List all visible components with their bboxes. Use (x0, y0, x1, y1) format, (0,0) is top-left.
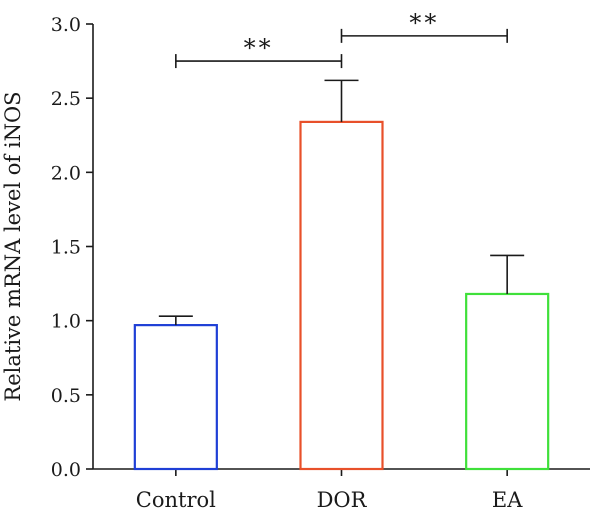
axes: 0.0 0.5 1.0 1.5 2.0 2.5 3.0 Control DOR EA (51, 14, 590, 512)
y-tick-label: 0.5 (51, 385, 81, 407)
x-tick-label: Control (136, 488, 216, 512)
y-axis-title: Relative mRNA level of iNOS (1, 91, 25, 401)
y-tick-label: 1.0 (51, 311, 81, 333)
significance-label: ** (244, 34, 274, 62)
significance-label: ** (409, 9, 439, 37)
y-tick-label: 0.0 (51, 459, 81, 481)
y-tick-label: 2.5 (51, 88, 81, 110)
y-tick-label: 3.0 (51, 14, 81, 36)
y-tick-label: 2.0 (51, 162, 81, 184)
x-tick-label: DOR (317, 488, 368, 512)
bar-control (133, 324, 218, 471)
x-tick-label: EA (492, 488, 523, 512)
y-tick-label: 1.5 (51, 237, 81, 259)
bars (133, 79, 550, 471)
significance-annotations: ** ** (175, 9, 508, 69)
bar-dor (299, 120, 384, 471)
bar-ea (465, 292, 550, 471)
